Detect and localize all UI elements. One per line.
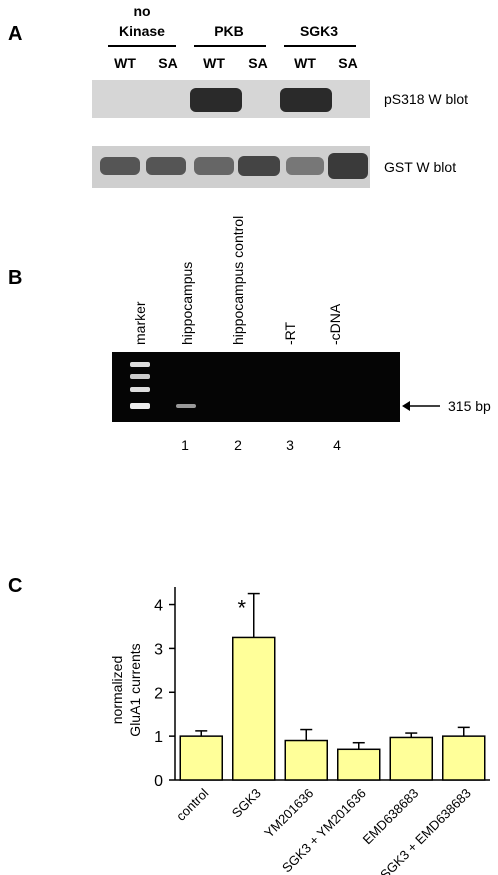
- panel-label: B: [8, 267, 22, 289]
- x-tick-label: SGK3: [229, 786, 264, 821]
- lane-label: WT: [203, 55, 225, 71]
- blot-label: GST W blot: [384, 159, 456, 175]
- lane-number: 1: [181, 437, 189, 453]
- arrow: [402, 401, 440, 411]
- x-tick-label: SGK3 + EMD638683: [377, 786, 474, 875]
- panel-label: A: [8, 23, 22, 45]
- bar: [389, 736, 433, 781]
- lane-label: -cDNA: [327, 303, 343, 345]
- x-tick-label: control: [173, 785, 211, 823]
- y-tick-label: 2: [154, 685, 163, 702]
- x-tick-label: YM201636: [261, 786, 316, 841]
- lane-number: 4: [333, 437, 341, 453]
- blot-label: pS318 W blot: [384, 91, 468, 107]
- y-tick-label: 4: [154, 598, 163, 615]
- lane-label: hippocampus control: [230, 216, 246, 345]
- lane-label: WT: [114, 55, 136, 71]
- group-label: SGK3: [300, 23, 338, 39]
- panel-label: C: [8, 575, 22, 597]
- blot-image: [92, 146, 370, 188]
- y-axis-title: GluA1 currents: [127, 643, 143, 736]
- y-tick-label: 1: [154, 729, 163, 746]
- lane-number: 3: [286, 437, 294, 453]
- gel-image: [112, 352, 400, 422]
- group-label: PKB: [214, 23, 244, 39]
- lane-label: -RT: [282, 321, 298, 345]
- bar: [442, 735, 486, 781]
- lane-label: marker: [132, 301, 148, 345]
- y-axis-title: normalized: [109, 656, 125, 724]
- lane-number: 2: [234, 437, 242, 453]
- bar: [232, 636, 276, 781]
- blot-image: [92, 80, 370, 118]
- lane-label: WT: [294, 55, 316, 71]
- lane-label: SA: [248, 55, 267, 71]
- annotation: *: [237, 596, 246, 621]
- lane-label: SA: [338, 55, 357, 71]
- bar: [179, 735, 223, 781]
- size-label: 315 bp: [448, 398, 491, 414]
- y-tick-label: 0: [154, 773, 163, 790]
- bar: [284, 739, 328, 781]
- y-tick-label: 3: [154, 641, 163, 658]
- lane-label: hippocampus: [179, 262, 195, 345]
- bar: [337, 748, 381, 781]
- group-label: Kinase: [119, 23, 165, 39]
- group-label: no: [133, 3, 150, 19]
- lane-label: SA: [158, 55, 177, 71]
